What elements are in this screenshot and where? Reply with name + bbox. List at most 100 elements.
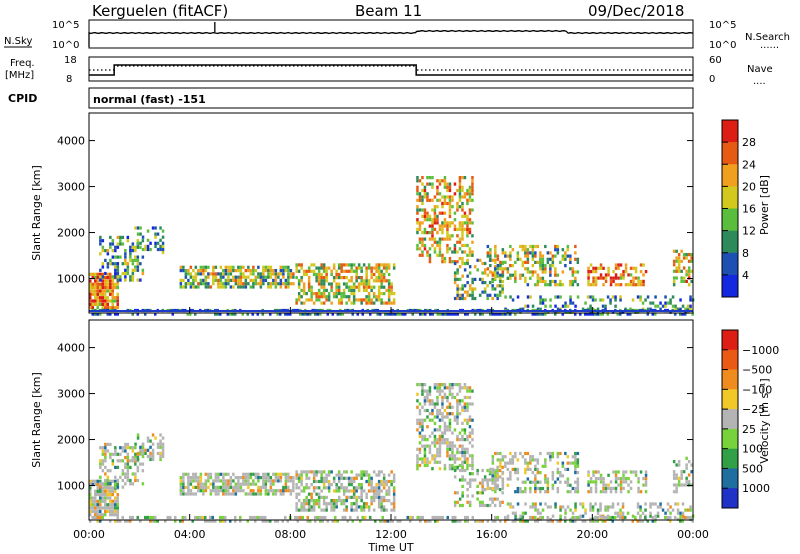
- cell: [584, 511, 587, 515]
- cell: [109, 486, 112, 490]
- cell: [161, 229, 165, 233]
- cell: [382, 263, 386, 267]
- cell: [438, 179, 442, 183]
- cell: [453, 250, 457, 254]
- cell: [219, 472, 223, 476]
- cell: [544, 480, 547, 484]
- cell: [466, 402, 469, 406]
- cell: [121, 449, 125, 453]
- cell: [111, 513, 114, 517]
- cell: [609, 276, 613, 280]
- cell: [139, 445, 142, 449]
- cell: [212, 275, 215, 279]
- cell: [461, 438, 464, 442]
- cell: [634, 283, 638, 287]
- cell: [584, 312, 587, 316]
- cell: [675, 276, 678, 280]
- cell: [96, 499, 99, 503]
- cell: [629, 266, 633, 270]
- cell: [94, 503, 97, 507]
- cell: [325, 279, 328, 283]
- cell: [199, 489, 203, 493]
- cell: [594, 276, 598, 280]
- cell: [493, 293, 497, 297]
- cell: [204, 482, 208, 486]
- cell: [486, 483, 490, 487]
- cell: [458, 402, 462, 406]
- cell: [251, 312, 254, 316]
- cell: [616, 312, 619, 316]
- cell: [380, 505, 383, 509]
- freq-tick-top: 18: [64, 55, 77, 66]
- cell: [491, 287, 494, 291]
- cell: [136, 255, 140, 259]
- cell: [519, 517, 522, 521]
- cell: [416, 392, 419, 396]
- cell: [461, 221, 464, 225]
- cell: [365, 288, 368, 292]
- cell: [418, 418, 422, 422]
- cell: [594, 483, 598, 487]
- cell: [96, 289, 99, 293]
- cell: [222, 489, 225, 493]
- cell: [139, 278, 142, 282]
- cell: [471, 478, 474, 482]
- cell: [458, 438, 462, 442]
- cell: [320, 282, 323, 286]
- cell: [392, 495, 396, 499]
- cell: [96, 302, 99, 306]
- cell: [453, 296, 457, 301]
- cell: [222, 282, 225, 286]
- cell: [121, 242, 125, 246]
- cell: [448, 188, 452, 193]
- cell: [498, 503, 502, 508]
- cell: [330, 505, 333, 509]
- cell: [486, 254, 490, 258]
- freq-label-1: Freq.: [10, 58, 35, 69]
- cell: [355, 473, 358, 477]
- cell: [302, 508, 306, 512]
- cell: [119, 459, 122, 463]
- cell: [541, 508, 545, 512]
- cell: [259, 489, 263, 493]
- cell: [119, 235, 122, 239]
- cell: [576, 515, 579, 520]
- colorbar-segment: [722, 142, 738, 165]
- colorbar-label: 25: [742, 423, 756, 436]
- cell: [649, 511, 652, 515]
- cell: [124, 482, 127, 486]
- cell: [377, 502, 381, 506]
- cell: [421, 457, 424, 461]
- cell: [287, 265, 290, 269]
- cell: [443, 408, 447, 413]
- cell: [306, 515, 309, 520]
- cell: [379, 312, 382, 316]
- cell: [352, 301, 356, 305]
- cell: [109, 235, 112, 239]
- cell: [494, 519, 497, 523]
- cell: [594, 515, 597, 520]
- cell: [471, 179, 474, 183]
- cell: [651, 301, 655, 305]
- cell: [192, 278, 195, 282]
- cell: [682, 256, 686, 260]
- cell: [634, 470, 638, 474]
- cell: [471, 467, 474, 471]
- cell: [651, 312, 654, 316]
- cell: [436, 221, 439, 225]
- cell: [309, 312, 312, 316]
- cell: [325, 505, 328, 509]
- cell: [456, 240, 459, 244]
- cell: [431, 234, 434, 238]
- cell: [199, 479, 203, 483]
- cell: [454, 519, 457, 523]
- cell: [317, 470, 321, 474]
- cell: [340, 301, 343, 305]
- cell: [436, 188, 439, 193]
- cell: [370, 266, 373, 270]
- cell: [574, 257, 577, 261]
- cell: [536, 486, 540, 491]
- cell: [589, 304, 592, 308]
- cell: [453, 428, 457, 432]
- cell: [516, 257, 520, 261]
